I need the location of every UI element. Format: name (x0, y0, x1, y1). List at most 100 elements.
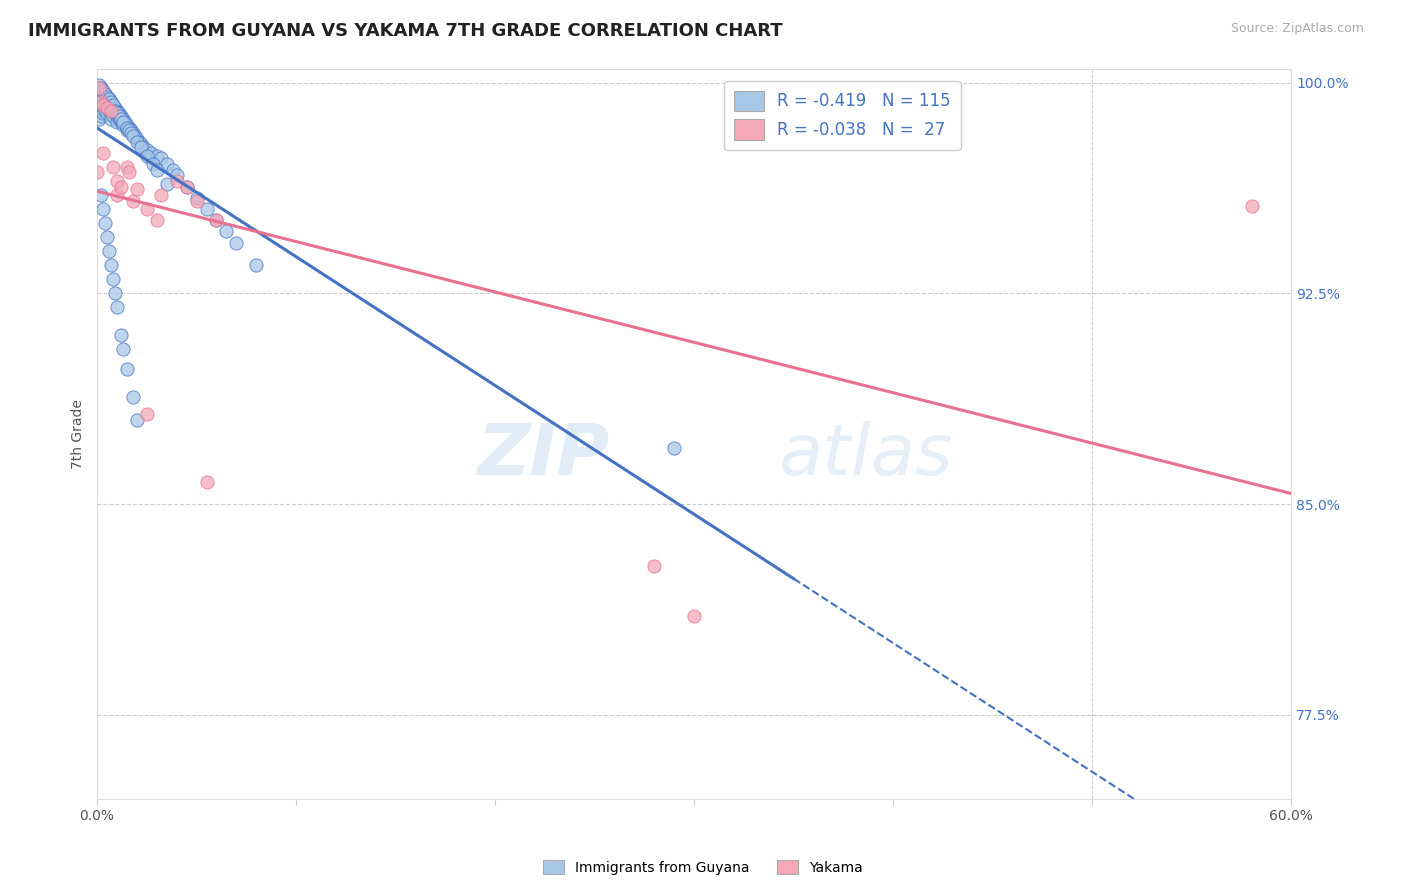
Point (122, 390, 145, 404)
Point (90, 109, 112, 123)
Point (87, 78, 110, 93)
Point (683, 609, 706, 624)
Point (118, 165, 141, 179)
Point (96, 89, 118, 103)
Point (142, 157, 165, 171)
Point (1240, 199, 1263, 213)
Point (115, 123, 138, 137)
Point (105, 188, 128, 202)
Point (96, 101, 118, 115)
Text: ZIP: ZIP (478, 421, 610, 491)
Y-axis label: 7th Grade: 7th Grade (72, 399, 86, 468)
Point (100, 95, 122, 110)
Point (110, 179, 132, 194)
Point (166, 169, 188, 183)
Point (115, 120, 138, 135)
Point (91, 106, 114, 120)
Point (115, 160, 138, 174)
Point (87, 81, 110, 95)
Point (643, 558, 665, 573)
Point (125, 182, 148, 196)
Point (205, 213, 228, 227)
Point (90, 98, 112, 112)
Point (105, 301, 128, 315)
Point (90, 87, 112, 101)
Point (205, 213, 228, 227)
Point (96, 89, 118, 103)
Point (91, 95, 114, 110)
Point (87, 84, 110, 98)
Legend: Immigrants from Guyana, Yakama: Immigrants from Guyana, Yakama (537, 855, 869, 880)
Point (100, 106, 122, 120)
Point (100, 258, 122, 272)
Point (156, 157, 179, 171)
Point (101, 272, 124, 286)
Point (120, 123, 142, 137)
Point (139, 145, 162, 160)
Point (90, 95, 112, 110)
Point (94, 92, 117, 106)
Legend: R = -0.419   N = 115, R = -0.038   N =  27: R = -0.419 N = 115, R = -0.038 N = 27 (724, 80, 960, 150)
Point (101, 160, 124, 174)
Point (135, 202, 157, 216)
Point (186, 191, 208, 205)
Point (111, 115, 134, 129)
Point (94, 87, 117, 101)
Point (101, 98, 124, 112)
Point (149, 188, 172, 202)
Point (96, 101, 118, 115)
Point (90, 103, 112, 118)
Point (91, 98, 114, 112)
Point (90, 188, 112, 202)
Point (100, 101, 122, 115)
Point (132, 140, 155, 154)
Point (90, 81, 112, 95)
Point (87, 106, 110, 120)
Point (111, 112, 134, 127)
Point (98, 98, 121, 112)
Point (108, 109, 131, 123)
Point (120, 126, 142, 140)
Point (135, 148, 157, 162)
Text: Source: ZipAtlas.com: Source: ZipAtlas.com (1230, 22, 1364, 36)
Point (94, 216, 117, 230)
Point (91, 84, 114, 98)
Point (101, 98, 124, 112)
Point (100, 101, 122, 115)
Point (145, 162, 167, 177)
Point (91, 145, 114, 160)
Point (87, 89, 110, 103)
Point (96, 95, 118, 110)
Point (145, 148, 167, 162)
Point (108, 112, 131, 127)
Point (110, 112, 132, 127)
Point (125, 135, 148, 149)
Point (104, 286, 127, 301)
Point (105, 115, 128, 129)
Point (98, 244, 121, 259)
Point (105, 106, 128, 120)
Point (87, 101, 110, 115)
Point (98, 103, 121, 118)
Point (166, 174, 188, 188)
Point (149, 152, 172, 166)
Point (124, 128, 146, 143)
Point (115, 118, 138, 132)
Text: atlas: atlas (778, 421, 952, 491)
Point (176, 179, 198, 194)
Point (105, 103, 128, 118)
Point (94, 103, 117, 118)
Point (186, 194, 208, 208)
Point (91, 89, 114, 103)
Point (245, 258, 267, 272)
Point (125, 132, 148, 146)
Point (156, 177, 179, 191)
Point (215, 225, 238, 239)
Point (135, 407, 157, 421)
Point (225, 235, 247, 250)
Point (90, 81, 112, 95)
Point (94, 87, 117, 101)
Point (104, 103, 127, 118)
Point (122, 128, 145, 143)
Point (128, 135, 150, 149)
